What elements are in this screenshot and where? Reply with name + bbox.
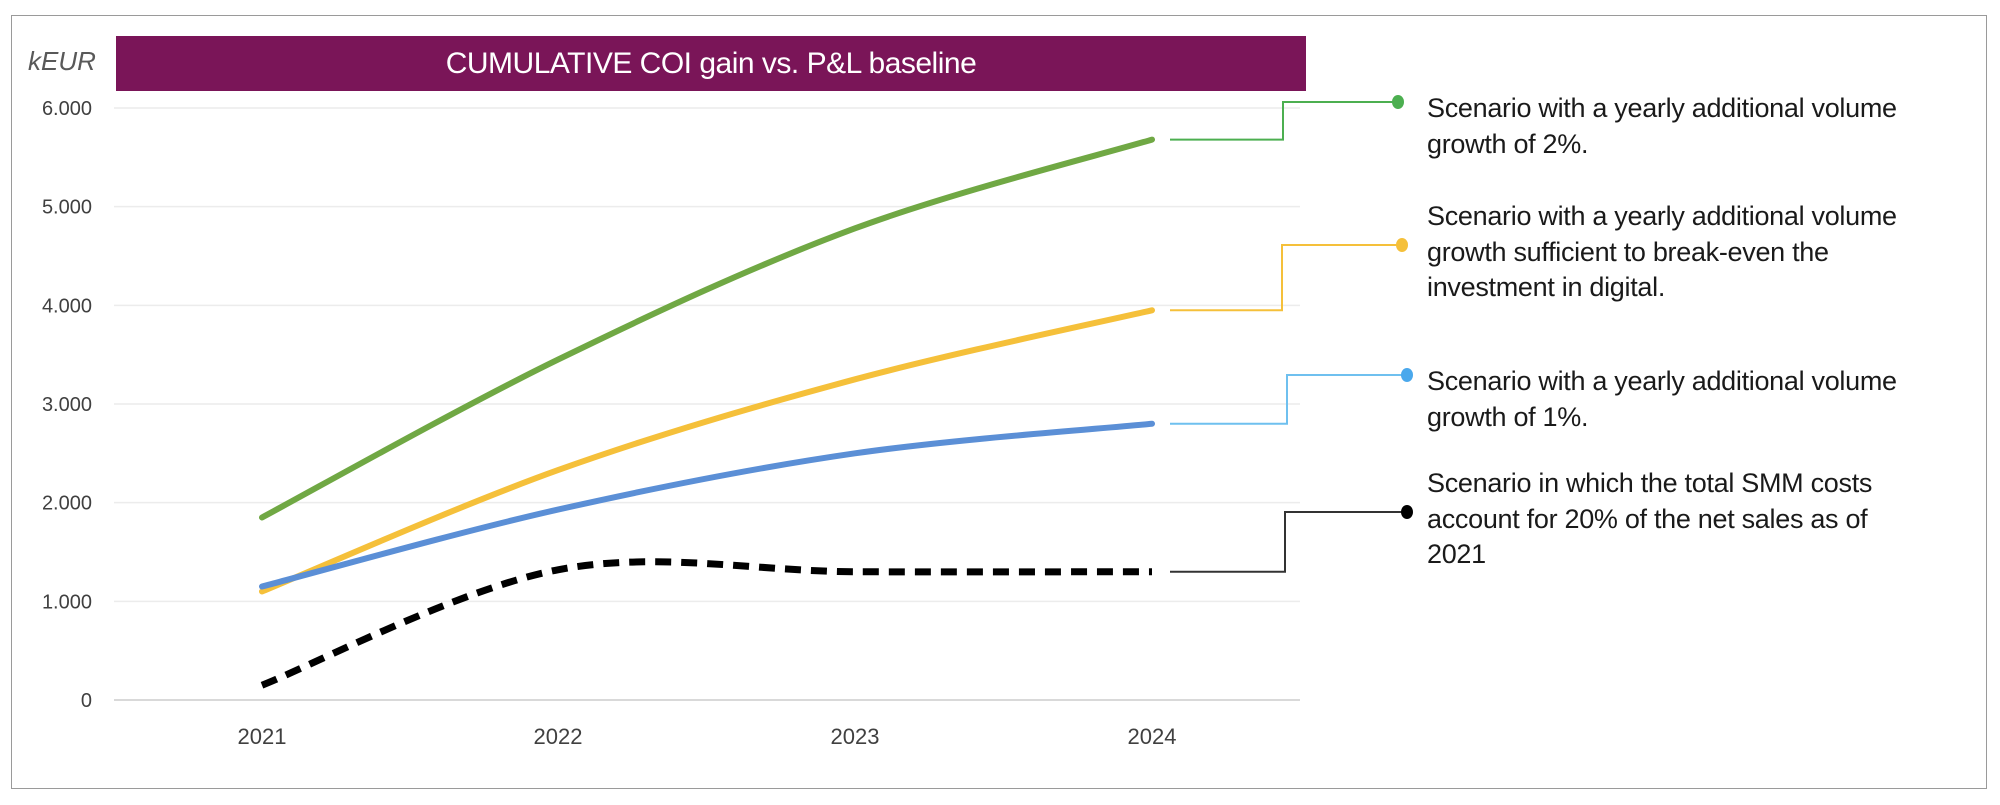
legend-label-line: 2021 xyxy=(1427,539,1486,569)
legend-marker-blue xyxy=(1401,368,1413,382)
series-line-green xyxy=(259,136,1155,521)
legend-connector-yellow xyxy=(1170,244,1402,312)
legend-marker-yellow xyxy=(1396,238,1408,252)
legend-item-green: Scenario with a yearly additional volume… xyxy=(1427,91,1897,162)
y-tick-label: 3.000 xyxy=(42,394,92,416)
legend-marker-green xyxy=(1392,95,1404,109)
legend-marker-black xyxy=(1401,505,1413,519)
legend-label-line: growth sufficient to break-even the xyxy=(1427,236,1829,267)
x-tick-label: 2021 xyxy=(238,724,287,749)
legend-item-black: Scenario in which the total SMM costs acc… xyxy=(1427,466,1872,573)
y-axis-unit-label: kEUR xyxy=(28,46,96,76)
series-line-black xyxy=(260,558,1153,689)
legend-label-line: account for 20% of the net sales as of xyxy=(1427,503,1868,534)
legend-label-line: Scenario with a yearly additional volume xyxy=(1427,366,1897,396)
legend-label-line: Scenario in which the total SMM costs xyxy=(1427,468,1873,498)
y-tick-label: 0 xyxy=(81,690,92,712)
x-tick-label: 2024 xyxy=(1128,724,1177,749)
chart-frame xyxy=(11,15,1987,789)
y-tick-label: 6.000 xyxy=(42,98,92,120)
legend-label-line: growth of 1%. xyxy=(1427,401,1589,432)
legend-item-blue: Scenario with a yearly additional volume… xyxy=(1427,364,1897,435)
legend-item-yellow: Scenario with a yearly additional volume… xyxy=(1427,199,1897,306)
y-tick-label: 1.000 xyxy=(42,591,92,613)
x-tick-label: 2023 xyxy=(831,724,880,749)
legend-label-line: Scenario with a yearly additional volume xyxy=(1427,93,1897,123)
legend-label-line: Scenario with a yearly additional volume xyxy=(1427,201,1897,231)
series-line-yellow xyxy=(259,307,1155,595)
y-tick-label: 4.000 xyxy=(42,295,92,317)
y-tick-label: 2.000 xyxy=(42,493,92,515)
legend-connector-green xyxy=(1170,101,1398,141)
y-tick-label: 5.000 xyxy=(42,197,92,219)
series-line-blue xyxy=(259,420,1155,590)
legend-connector-black xyxy=(1170,511,1407,573)
legend-connector-blue xyxy=(1170,374,1407,425)
chart-title: CUMULATIVE COI gain vs. P&L baseline xyxy=(116,36,1306,91)
x-tick-label: 2022 xyxy=(534,724,583,749)
legend-label-line: growth of 2%. xyxy=(1427,128,1589,159)
legend-label-line: investment in digital. xyxy=(1427,272,1666,302)
